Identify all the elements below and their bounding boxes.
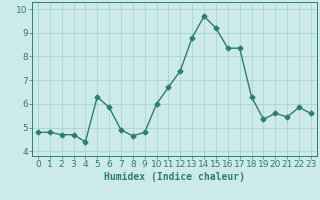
- X-axis label: Humidex (Indice chaleur): Humidex (Indice chaleur): [104, 172, 245, 182]
